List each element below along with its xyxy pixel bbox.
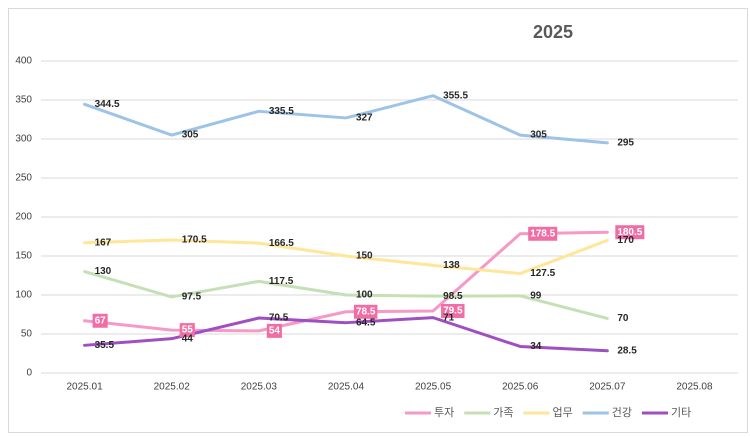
y-tick-label: 150 <box>15 251 32 262</box>
data-label: 100 <box>356 290 373 301</box>
data-label: 64.5 <box>356 317 376 328</box>
legend-label: 업무 <box>553 406 573 419</box>
data-label: 127.5 <box>530 268 555 279</box>
data-label-box <box>266 323 282 338</box>
data-label: 78.5 <box>356 306 376 317</box>
x-tick-label: 2025.03 <box>241 382 278 393</box>
y-tick-label: 50 <box>21 329 33 340</box>
data-label: 28.5 <box>617 345 637 356</box>
chart-border <box>8 8 748 433</box>
data-label: 55 <box>182 325 194 336</box>
series-line <box>83 238 609 276</box>
chart-title: 2025 <box>533 22 573 42</box>
y-tick-label: 250 <box>15 173 32 184</box>
y-tick-label: 350 <box>15 95 32 106</box>
data-label-box <box>528 226 558 241</box>
data-label: 295 <box>617 138 634 149</box>
data-label: 98.5 <box>443 291 463 302</box>
data-label: 170.5 <box>182 235 207 246</box>
data-label: 138 <box>443 260 460 271</box>
data-label: 44 <box>182 333 194 344</box>
data-label: 167 <box>95 237 112 248</box>
legend-label: 건강 <box>612 406 632 419</box>
x-tick-label: 2025.02 <box>154 382 191 393</box>
data-label: 355.5 <box>443 90 468 101</box>
data-label: 170 <box>617 235 634 246</box>
x-tick-label: 2025.07 <box>589 382 626 393</box>
data-label: 344.5 <box>95 99 120 110</box>
x-tick-label: 2025.06 <box>502 382 539 393</box>
data-label: 67 <box>95 315 107 326</box>
data-label: 79.5 <box>443 306 463 317</box>
data-label: 97.5 <box>182 292 202 303</box>
x-tick-label: 2025.05 <box>415 382 452 393</box>
data-label: 178.5 <box>530 228 555 239</box>
data-label: 327 <box>356 113 373 124</box>
data-label-box <box>615 225 645 240</box>
data-label: 130 <box>95 266 112 277</box>
legend-label: 가족 <box>493 406 513 419</box>
y-tick-label: 100 <box>15 290 32 301</box>
data-label: 180.5 <box>617 227 642 238</box>
y-tick-label: 200 <box>15 212 32 223</box>
data-label: 35.5 <box>95 340 115 351</box>
data-label-box <box>179 323 195 338</box>
data-label: 335.5 <box>269 106 294 117</box>
series-line <box>83 270 609 320</box>
x-tick-label: 2025.08 <box>676 382 713 393</box>
data-label: 34 <box>530 341 542 352</box>
data-label-box <box>441 303 465 318</box>
data-label: 117.5 <box>269 276 294 287</box>
data-label: 71 <box>443 312 455 323</box>
y-tick-label: 300 <box>15 134 32 145</box>
data-label-box <box>92 313 108 328</box>
data-label-box <box>353 304 378 319</box>
data-label: 166.5 <box>269 238 294 249</box>
data-label: 54 <box>269 326 281 337</box>
series-line <box>83 316 609 353</box>
x-tick-label: 2025.04 <box>328 382 365 393</box>
x-tick-label: 2025.01 <box>66 382 103 393</box>
legend-label: 투자 <box>434 406 454 419</box>
series-line <box>83 230 609 333</box>
y-tick-label: 0 <box>26 368 32 379</box>
data-label: 305 <box>530 130 547 141</box>
legend-label: 기타 <box>671 406 691 419</box>
data-label: 305 <box>182 130 199 141</box>
y-tick-label: 400 <box>15 56 32 67</box>
series-line <box>83 94 609 145</box>
data-label: 70.5 <box>269 313 289 324</box>
data-label: 70 <box>617 313 629 324</box>
data-label: 99 <box>530 290 542 301</box>
data-label: 150 <box>356 251 373 262</box>
